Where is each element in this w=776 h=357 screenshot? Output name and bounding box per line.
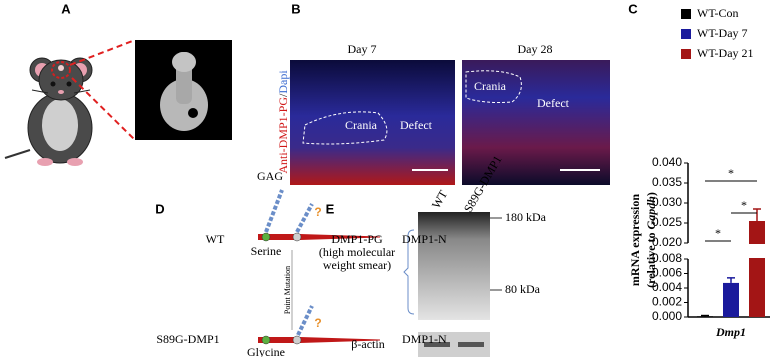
y-axis-label: (relative to Gapdh) [644, 192, 658, 288]
y-tick-label: 0.008 [652, 251, 682, 265]
band-label: DMP1-PG [331, 232, 383, 246]
image-ylabel: Anti-DMP1-PG/Dapi [276, 70, 290, 174]
panel-label: B [291, 1, 300, 16]
band-label: (high molecular [319, 245, 395, 259]
image-title: Day 28 [518, 42, 553, 56]
significance-star: * [715, 226, 721, 240]
image-label: Crania [345, 118, 378, 132]
y-axis-label: mRNA expression [628, 194, 642, 286]
lane-label: WT [429, 187, 451, 211]
row-name: S89G-DMP1 [156, 332, 219, 346]
legend-label: WT-Day 21 [697, 46, 754, 60]
bar [723, 282, 739, 317]
x-tick-label: Dmp1 [715, 325, 746, 339]
image-title: Day 7 [348, 42, 377, 56]
marker-label: 80 kDa [505, 282, 541, 296]
mouse-illustration [4, 39, 136, 166]
ylabel-part: Dapi [276, 70, 290, 94]
ylabel-part: Gapdh [644, 196, 658, 230]
y-tick-label: 0.002 [652, 295, 682, 309]
mutation-label: Point Mutation [283, 266, 292, 314]
y-tick-label: 0.035 [652, 175, 682, 189]
panel-label: A [61, 1, 71, 16]
axis-break [748, 244, 766, 258]
loading-label: β-actin [351, 337, 384, 351]
row-name: WT [206, 232, 225, 246]
y-tick-label: 0.025 [652, 215, 682, 229]
ylabel-part: (relative to [644, 229, 658, 287]
y-tick-label: 0.040 [652, 155, 682, 169]
question-mark: ? [314, 316, 321, 330]
protein-diagram [258, 189, 380, 345]
fluorescence-image-day28 [462, 60, 610, 185]
residue-label: Glycine [247, 345, 285, 357]
y-tick-label: 0.004 [652, 280, 682, 294]
panel-label: C [628, 1, 638, 16]
question-mark: ? [314, 205, 321, 219]
significance-star: * [741, 198, 747, 212]
bar [749, 221, 765, 317]
image-label: Crania [474, 79, 507, 93]
legend-swatch [681, 9, 691, 19]
western-blot [403, 212, 502, 357]
significance-star: * [728, 166, 734, 180]
ylabel-part: ) [644, 192, 658, 196]
fluorescence-image-day7 [290, 60, 455, 185]
product-label: DMP1-N [402, 332, 447, 346]
panel-label: E [326, 201, 335, 216]
residue-label: Serine [251, 244, 282, 258]
legend-swatch [681, 49, 691, 59]
ylabel-part: / [276, 93, 290, 97]
product-label: DMP1-N [402, 232, 447, 246]
band-label: weight smear) [323, 258, 391, 272]
image-label: Defect [537, 96, 570, 110]
bar [697, 316, 713, 317]
ylabel-part: Anti-DMP1-PG [276, 97, 290, 174]
gag-label: GAG [257, 169, 283, 183]
legend-label: WT-Con [697, 6, 739, 20]
y-tick-label: 0.000 [652, 309, 682, 323]
y-tick-label: 0.030 [652, 195, 682, 209]
image-label: Defect [400, 118, 433, 132]
y-tick-label: 0.020 [652, 235, 682, 249]
panel-label: D [155, 201, 164, 216]
legend-swatch [681, 29, 691, 39]
legend-label: WT-Day 7 [697, 26, 748, 40]
marker-label: 180 kDa [505, 210, 547, 224]
skull-image [135, 40, 232, 140]
y-tick-label: 0.006 [652, 266, 682, 280]
